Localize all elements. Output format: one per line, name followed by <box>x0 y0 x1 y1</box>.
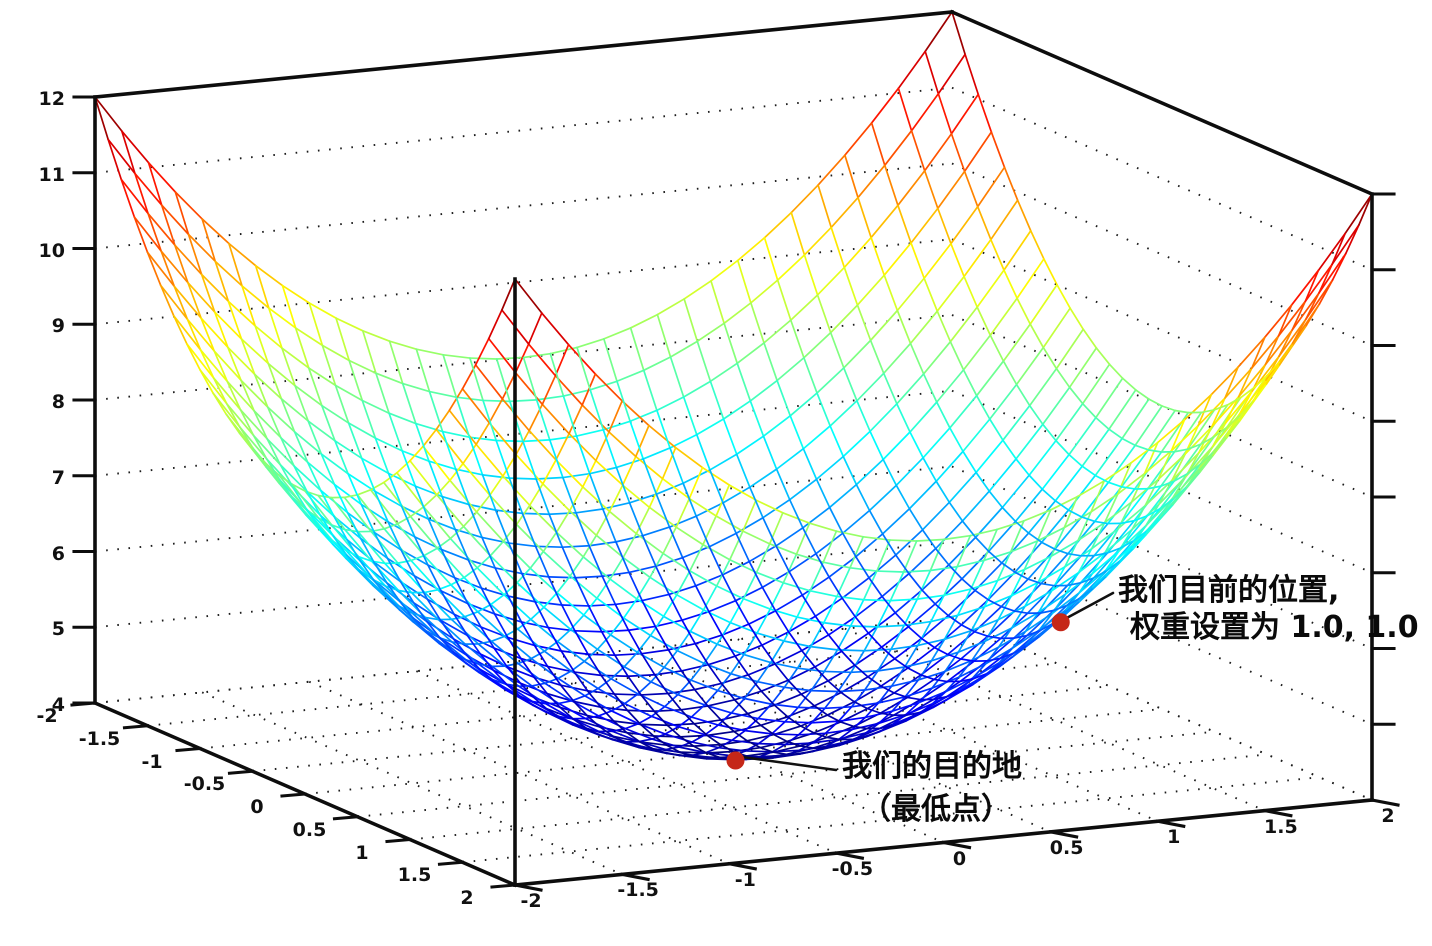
z-tick-label: 5 <box>51 618 65 641</box>
y-tick-label: -1.5 <box>617 879 659 902</box>
z-tick-label: 4 <box>51 694 65 716</box>
y-tick-label: -0.5 <box>831 858 874 881</box>
annotation-current-position-line1: 我们目前的位置, <box>1118 573 1340 608</box>
y-tick-label: 1.5 <box>1264 815 1298 838</box>
y-tick-label: 1 <box>1167 826 1181 849</box>
z-tick-label: 9 <box>51 315 65 338</box>
z-tick-label: 11 <box>38 163 65 186</box>
x-tick-label: -2 <box>36 705 58 727</box>
y-tick-label: 2 <box>1381 805 1395 827</box>
x-tick-label: -1.5 <box>78 727 121 750</box>
x-tick-label: 1 <box>355 841 369 864</box>
y-tick-label: 0 <box>952 847 967 870</box>
x-tick-label: 0.5 <box>292 818 327 841</box>
x-tick-label: 1.5 <box>397 864 432 887</box>
x-tick-label: -1 <box>141 750 163 773</box>
x-tick-label: -0.5 <box>183 773 226 796</box>
y-tick-label: 0.5 <box>1049 836 1084 859</box>
z-tick-label: 6 <box>51 542 65 565</box>
z-tick-label: 7 <box>51 466 65 489</box>
x-tick-label: 0 <box>250 796 264 818</box>
z-tick-label: 12 <box>38 88 65 110</box>
z-tick-label: 10 <box>38 239 65 262</box>
annotation-destination-line2: （最低点） <box>861 792 1011 827</box>
z-tick-label: 8 <box>51 391 65 413</box>
x-tick-label: 2 <box>460 887 474 909</box>
annotation-destination-line1: 我们的目的地 <box>842 749 1022 784</box>
annotation-current-position-line2: 权重设置为 1.0, 1.0 <box>1130 610 1419 645</box>
y-tick-label: -1 <box>734 868 756 891</box>
y-tick-label: -2 <box>520 890 542 912</box>
